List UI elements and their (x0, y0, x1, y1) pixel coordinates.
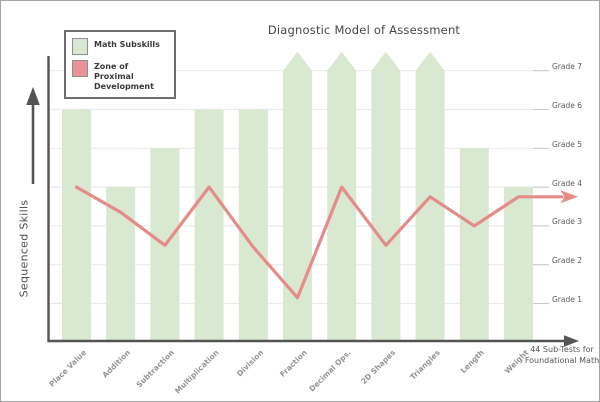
bar-fraction (283, 51, 312, 341)
chart-title: Diagnostic Model of Assessment (267, 23, 461, 37)
grade-label-6: Grade 6 (552, 101, 583, 110)
bar-decimal-ops (327, 51, 357, 341)
bar-place-value (62, 109, 91, 341)
x-axis-note: 44 Sub-Tests for Foundational Math (524, 345, 600, 365)
legend-item-zone-of-proximal-development: Zone of Proximal Development (72, 60, 168, 92)
zpd-line (74, 185, 564, 300)
bar-length (459, 148, 489, 341)
grade-label-5: Grade 5 (552, 139, 583, 149)
x-axis-arrowhead-icon (564, 335, 579, 347)
legend-item-label: Zone of Proximal Development (94, 62, 154, 91)
bar-division (238, 109, 268, 341)
bar-multiplication (194, 109, 224, 341)
math-subskills-swatch-icon (72, 38, 88, 55)
bar-addition (106, 187, 136, 341)
legend-item-label: Math Subskills (94, 40, 160, 49)
legend-item-math-subskills: Math Subskills (72, 38, 168, 55)
legend: Math Subskills Zone of Proximal Developm… (64, 30, 176, 99)
y-axis-label: Sequenced Skills (17, 199, 31, 298)
grade-label-2: Grade 2 (552, 256, 583, 266)
bar-2d-shapes (371, 51, 401, 341)
zone-of-proximal-development-swatch-icon (72, 60, 88, 77)
sequenced-skills-arrowhead-icon (26, 87, 40, 105)
zpd-line-arrowhead-icon (560, 190, 578, 204)
bar-weight (504, 187, 533, 341)
grade-label-1: Grade 1 (552, 295, 583, 304)
grade-label-4: Grade 4 (552, 178, 583, 188)
grade-label-3: Grade 3 (552, 217, 583, 227)
grade-label-7: Grade 7 (552, 62, 583, 72)
